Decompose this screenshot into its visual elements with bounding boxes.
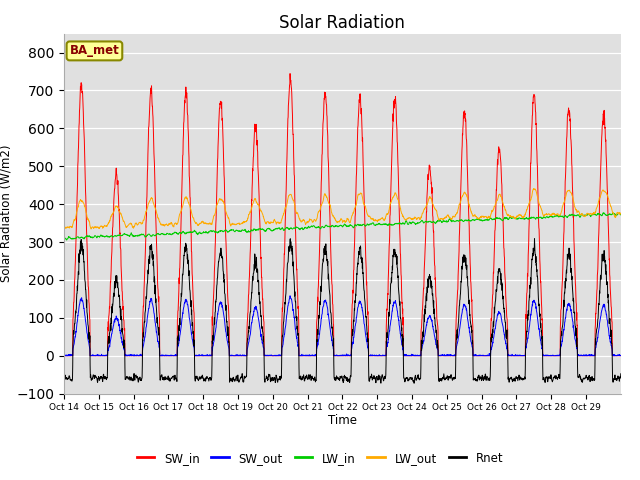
Rnet	[510, 375, 518, 381]
Y-axis label: Solar Radiation (W/m2): Solar Radiation (W/m2)	[0, 145, 12, 282]
SW_in	[609, 353, 617, 359]
Line: Rnet: Rnet	[64, 239, 621, 383]
LW_in	[376, 221, 384, 227]
LW_out	[376, 216, 384, 222]
SW_in	[542, 353, 550, 359]
Rnet	[116, 296, 124, 302]
SW_out	[116, 328, 124, 334]
Rnet	[376, 373, 383, 379]
Rnet	[236, 377, 244, 383]
LW_out	[617, 210, 625, 216]
SW_out	[617, 353, 625, 359]
Line: LW_out: LW_out	[64, 189, 621, 229]
LW_out	[530, 186, 538, 192]
SW_out	[376, 353, 384, 359]
LW_in	[116, 232, 124, 238]
SW_out	[542, 353, 550, 359]
LW_out	[542, 211, 550, 217]
LW_out	[609, 210, 617, 216]
SW_in	[376, 353, 384, 359]
LW_out	[510, 214, 518, 220]
Line: SW_out: SW_out	[64, 296, 621, 356]
SW_out	[286, 293, 294, 299]
LW_out	[236, 221, 244, 227]
X-axis label: Time: Time	[328, 414, 357, 427]
LW_out	[87, 226, 95, 232]
LW_in	[510, 215, 518, 220]
Text: BA_met: BA_met	[70, 44, 119, 58]
Line: LW_in: LW_in	[64, 213, 621, 240]
LW_in	[63, 237, 70, 243]
SW_out	[60, 352, 68, 358]
LW_in	[542, 215, 550, 221]
Rnet	[60, 376, 68, 382]
Title: Solar Radiation: Solar Radiation	[280, 14, 405, 32]
SW_out	[236, 352, 244, 358]
SW_in	[617, 353, 625, 359]
Rnet	[617, 371, 625, 377]
SW_in	[286, 71, 294, 76]
SW_out	[60, 353, 68, 359]
SW_in	[510, 353, 518, 359]
Legend: SW_in, SW_out, LW_in, LW_out, Rnet: SW_in, SW_out, LW_in, LW_out, Rnet	[132, 447, 508, 469]
Rnet	[531, 236, 538, 241]
SW_out	[609, 353, 617, 359]
LW_in	[60, 235, 68, 240]
LW_out	[116, 210, 124, 216]
Line: SW_in: SW_in	[64, 73, 621, 356]
SW_in	[116, 219, 124, 225]
LW_in	[236, 228, 244, 234]
SW_in	[60, 353, 68, 359]
LW_in	[609, 211, 617, 216]
Rnet	[542, 374, 550, 380]
Rnet	[410, 380, 418, 386]
LW_in	[599, 210, 607, 216]
SW_in	[236, 353, 244, 359]
SW_out	[511, 353, 518, 359]
LW_in	[617, 212, 625, 218]
LW_out	[60, 225, 68, 231]
Rnet	[609, 378, 617, 384]
